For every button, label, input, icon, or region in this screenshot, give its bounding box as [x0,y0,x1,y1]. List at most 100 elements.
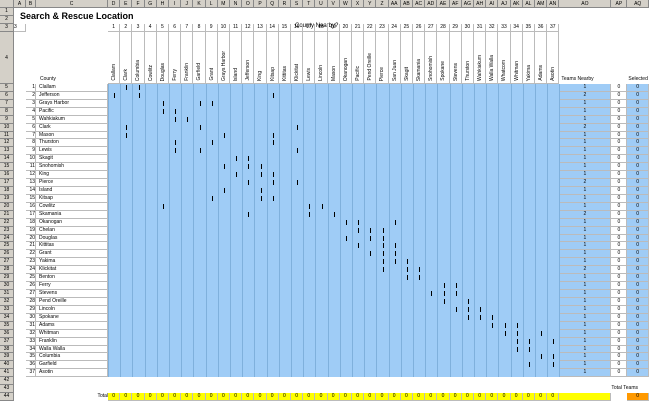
row-header-17[interactable]: 17 [0,179,14,187]
county-grid-row[interactable] [108,99,560,108]
column-header-r[interactable]: R [278,0,291,8]
selected-checkbox[interactable]: 0 [627,266,649,275]
county-grid-row[interactable] [108,234,560,243]
column-header-i[interactable]: I [169,0,182,8]
teams-nearby-value[interactable]: 1 [559,226,612,235]
county-grid-row[interactable] [108,369,560,378]
teams-nearby-value[interactable]: 1 [559,155,612,164]
county-grid-row[interactable] [108,274,560,283]
teams-nearby-value[interactable]: 1 [559,369,612,378]
county-grid-row[interactable] [108,202,560,211]
column-header-am[interactable]: AM [535,0,548,8]
county-grid-row[interactable] [108,297,560,306]
column-header-h[interactable]: H [156,0,169,8]
county-grid-row[interactable] [108,171,560,180]
teams-nearby-value[interactable]: 1 [559,202,612,211]
row-header-6[interactable]: 6 [0,91,14,100]
teams-nearby-value[interactable]: 2 [559,179,612,187]
selected-checkbox[interactable]: 0 [627,163,649,172]
county-grid-row[interactable] [108,147,560,156]
row-header-43[interactable]: 43 [0,385,14,394]
column-header-k[interactable]: K [193,0,206,8]
county-grid-row[interactable] [108,337,560,346]
selected-checkbox[interactable]: 0 [627,202,649,211]
teams-nearby-value[interactable]: 1 [559,234,612,243]
row-header-42[interactable]: 42 [0,377,14,386]
selected-checkbox[interactable]: 0 [627,91,649,100]
teams-nearby-value[interactable]: 1 [559,131,612,140]
teams-nearby-value[interactable]: 1 [559,337,612,346]
county-grid-row[interactable] [108,226,560,235]
column-header-ac[interactable]: AC [413,0,426,8]
column-header-z[interactable]: Z [376,0,389,8]
row-header-24[interactable]: 24 [0,234,14,243]
column-header-b[interactable]: B [26,0,36,8]
county-grid-row[interactable] [108,242,560,251]
selected-checkbox[interactable]: 0 [627,194,649,203]
row-header-15[interactable]: 15 [0,163,14,172]
selected-checkbox[interactable]: 0 [627,139,649,148]
selected-checkbox[interactable]: 0 [627,171,649,180]
county-grid-row[interactable] [108,123,560,132]
column-header-p[interactable]: P [254,0,267,8]
selected-checkbox[interactable]: 0 [627,274,649,283]
teams-nearby-value[interactable]: 1 [559,345,612,354]
county-grid-row[interactable] [108,258,560,267]
county-grid-row[interactable] [108,305,560,314]
county-grid-row[interactable] [108,218,560,227]
selected-checkbox[interactable]: 0 [627,329,649,338]
column-header-ak[interactable]: AK [510,0,523,8]
selected-checkbox[interactable]: 0 [627,107,649,116]
selected-checkbox[interactable]: 0 [627,115,649,124]
column-header-u[interactable]: U [315,0,328,8]
row-header-33[interactable]: 33 [0,305,14,314]
row-header-2[interactable]: 2 [0,15,14,24]
row-header-25[interactable]: 25 [0,242,14,251]
selected-checkbox[interactable]: 0 [627,345,649,354]
row-header-7[interactable]: 7 [0,99,14,108]
column-header-ag[interactable]: AG [461,0,474,8]
teams-nearby-value[interactable]: 1 [559,353,612,362]
county-grid-row[interactable] [108,91,560,100]
column-header-l[interactable]: L [205,0,218,8]
row-header-34[interactable]: 34 [0,313,14,322]
row-header-1[interactable]: 1 [0,8,14,16]
row-header-30[interactable]: 30 [0,282,14,291]
row-header-19[interactable]: 19 [0,194,14,203]
row-header-14[interactable]: 14 [0,155,14,164]
column-header-q[interactable]: Q [266,0,279,8]
county-grid-row[interactable] [108,179,560,187]
row-header-13[interactable]: 13 [0,147,14,156]
county-grid-row[interactable] [108,163,560,172]
teams-nearby-value[interactable]: 1 [559,297,612,306]
row-header-9[interactable]: 9 [0,115,14,124]
selected-checkbox[interactable]: 0 [627,305,649,314]
selected-checkbox[interactable]: 0 [627,297,649,306]
teams-nearby-value[interactable]: 1 [559,321,612,330]
teams-nearby-value[interactable]: 1 [559,218,612,227]
selected-checkbox[interactable]: 0 [627,313,649,322]
county-grid-row[interactable] [108,313,560,322]
row-header-35[interactable]: 35 [0,321,14,330]
column-header-ae[interactable]: AE [437,0,450,8]
column-header-af[interactable]: AF [449,0,462,8]
row-header-39[interactable]: 39 [0,353,14,362]
selected-checkbox[interactable]: 0 [627,242,649,251]
row-header-11[interactable]: 11 [0,131,14,140]
teams-nearby-value[interactable]: 1 [559,329,612,338]
teams-nearby-value[interactable]: 1 [559,361,612,370]
teams-nearby-value[interactable]: 1 [559,83,612,92]
county-grid-row[interactable] [108,266,560,275]
column-header-ap[interactable]: AP [611,0,628,8]
column-header-j[interactable]: J [181,0,194,8]
selected-checkbox[interactable]: 0 [627,369,649,378]
row-header-28[interactable]: 28 [0,266,14,275]
selected-checkbox[interactable]: 0 [627,210,649,219]
county-grid-row[interactable] [108,290,560,298]
selected-checkbox[interactable]: 0 [627,290,649,298]
selected-checkbox[interactable]: 0 [627,282,649,291]
teams-nearby-value[interactable]: 1 [559,147,612,156]
selected-checkbox[interactable]: 0 [627,186,649,195]
column-header-an[interactable]: AN [547,0,560,8]
row-header-37[interactable]: 37 [0,337,14,346]
